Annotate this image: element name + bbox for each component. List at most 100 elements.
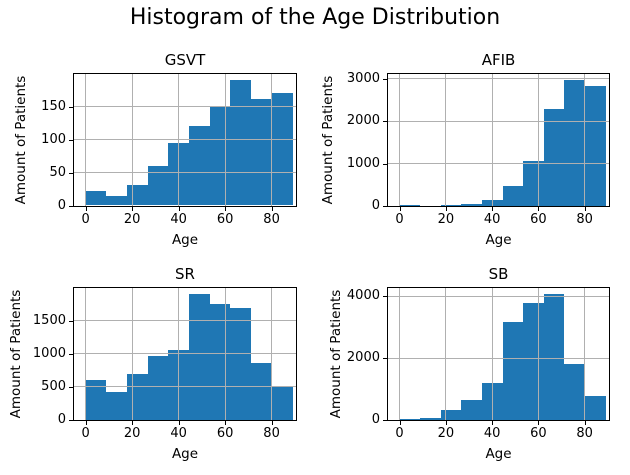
x-tick-label: 80 [263, 211, 280, 227]
histogram-bar [271, 93, 293, 206]
histogram-bar [543, 108, 565, 206]
histogram-bar [230, 307, 252, 420]
gridline-x [491, 74, 493, 206]
x-tick-mark [399, 207, 401, 211]
gridline-y [74, 386, 296, 388]
histogram-bar [420, 417, 441, 420]
x-tick-mark [225, 206, 227, 211]
x-tick-mark [271, 421, 273, 425]
y-tick-label: 0 [57, 412, 66, 427]
histogram-bar [461, 204, 482, 206]
y-tick-label: 0 [371, 198, 380, 213]
histogram-bar [106, 391, 127, 420]
subplot-sr-axes [73, 287, 297, 421]
y-tick-label: 4000 [346, 288, 380, 304]
y-tick-mark [69, 205, 73, 207]
y-tick-label: 100 [41, 131, 66, 147]
x-tick-label: 20 [437, 426, 455, 441]
x-tick-mark [584, 421, 586, 425]
gridline-x [445, 74, 447, 206]
x-tick-label: 40 [483, 426, 501, 441]
x-tick-mark [445, 207, 447, 211]
y-tick-mark [383, 206, 387, 207]
gridline-y [388, 295, 609, 297]
histogram-bar [189, 125, 210, 206]
y-tick-mark [69, 420, 73, 421]
x-tick-mark [538, 421, 540, 425]
x-axis-label: Age [485, 446, 512, 462]
x-tick-mark [584, 207, 586, 211]
x-tick-mark [399, 421, 401, 425]
x-tick-mark [85, 421, 87, 425]
histogram-bar [189, 294, 210, 420]
y-tick-mark [383, 296, 387, 298]
histogram-bar [523, 302, 544, 420]
y-tick-label: 150 [41, 98, 66, 114]
x-tick-mark [85, 206, 87, 211]
x-tick-label: 40 [483, 212, 501, 227]
y-tick-mark [69, 139, 73, 141]
x-tick-label: 0 [395, 426, 404, 441]
histogram-bar [106, 195, 127, 206]
subplot-afib-axes [387, 73, 610, 207]
y-tick-label: 0 [57, 197, 66, 213]
x-tick-label: 40 [170, 211, 187, 227]
x-tick-label: 60 [216, 211, 234, 227]
figure-title: Histogram of the Age Distribution [129, 5, 501, 30]
subplot-sb-axes [387, 287, 610, 421]
y-tick-mark [383, 121, 387, 123]
x-tick-label: 20 [123, 211, 141, 227]
x-tick-label: 0 [81, 211, 90, 227]
y-tick-mark [69, 386, 73, 388]
gridline-x [584, 74, 586, 206]
x-tick-label: 80 [576, 212, 593, 227]
x-tick-label: 20 [123, 426, 141, 441]
gridline-y [74, 172, 296, 174]
subplot-sb-title: SB [488, 265, 509, 283]
histogram-bar [461, 399, 482, 420]
subplot-gsvt-title: GSVT [164, 51, 206, 69]
y-axis-label: Amount of Patients [8, 289, 24, 419]
y-tick-label: 2000 [346, 113, 380, 129]
gridline-y [388, 163, 609, 165]
histogram-bar [251, 363, 272, 420]
gridline-y [388, 78, 609, 80]
histogram-bar [209, 106, 231, 206]
gridline-x [537, 74, 539, 206]
y-tick-label: 3000 [346, 70, 380, 86]
gridline-y [388, 357, 609, 359]
gridline-x [445, 288, 447, 420]
histogram-bar [523, 161, 544, 206]
histogram-bar [127, 374, 148, 420]
y-tick-mark [69, 320, 73, 322]
y-tick-label: 1000 [346, 155, 380, 171]
x-tick-mark [445, 421, 447, 425]
histogram-bar [502, 321, 524, 420]
gridline-x [491, 288, 493, 420]
histogram-bar [584, 86, 606, 206]
histogram-bar [440, 205, 462, 206]
y-tick-mark [69, 353, 73, 355]
y-axis-label: Amount of Patients [13, 75, 29, 205]
gridline-y [388, 120, 609, 122]
y-axis-label: Amount of Patients [328, 289, 344, 419]
y-axis-label: Amount of Patients [320, 75, 336, 205]
gridline-y [74, 139, 296, 141]
y-tick-label: 1500 [32, 312, 66, 328]
x-tick-label: 40 [170, 426, 187, 441]
y-tick-mark [383, 420, 387, 421]
histogram-bar [502, 186, 524, 206]
histogram-bar [147, 356, 169, 420]
histogram-bar [564, 80, 585, 206]
x-axis-label: Age [485, 232, 512, 248]
x-tick-mark [492, 421, 494, 425]
gridline-y [74, 320, 296, 322]
gridline-x [584, 288, 586, 420]
x-tick-label: 0 [395, 212, 404, 227]
y-tick-mark [69, 106, 73, 108]
gridline-x [399, 288, 401, 420]
x-tick-mark [132, 206, 134, 211]
y-tick-label: 0 [371, 412, 380, 427]
gridline-x [537, 288, 539, 420]
x-tick-label: 60 [530, 426, 547, 441]
